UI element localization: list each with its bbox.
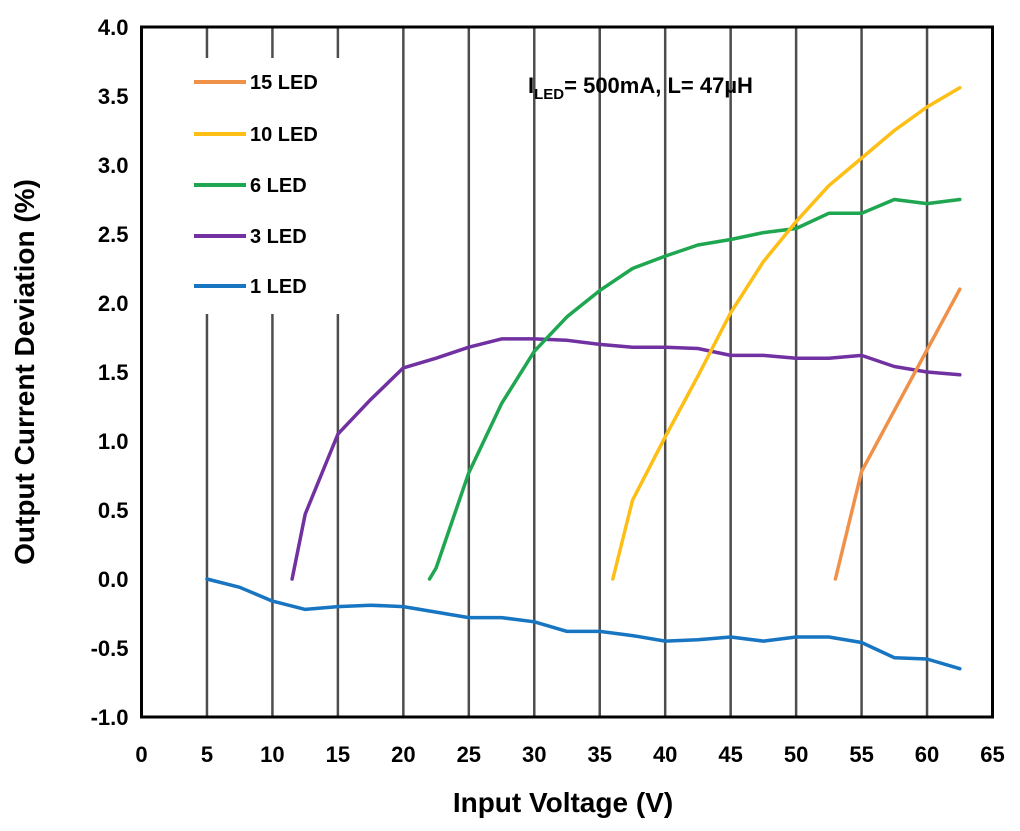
annotation-prefix: I xyxy=(528,73,534,98)
y-tick-label-0_5: 0.5 xyxy=(98,498,129,523)
y-tick-label-2: 2.0 xyxy=(98,291,129,316)
y-tick-label--0_5: -0.5 xyxy=(91,636,129,661)
series-lines xyxy=(205,85,962,671)
annotation-text: ILED= 500mA, L= 47µH xyxy=(528,73,753,103)
legend-label-3-led: 3 LED xyxy=(250,226,307,248)
series-line-6-led xyxy=(427,197,962,581)
x-tick-label-35: 35 xyxy=(587,742,611,767)
series-line-10-led xyxy=(611,85,962,581)
x-tick-labels: 0 5 10 15 20 25 30 35 40 45 50 55 60 65 xyxy=(135,742,1004,767)
series-line-15-led xyxy=(833,287,962,581)
legend: 15 LED 10 LED 6 LED 3 LED 1 LED xyxy=(194,72,318,298)
x-tick-label-50: 50 xyxy=(784,742,808,767)
series-line-3-led xyxy=(290,337,962,581)
x-tick-label-40: 40 xyxy=(653,742,677,767)
legend-label-6-led: 6 LED xyxy=(250,175,307,197)
legend-label-1-led: 1 LED xyxy=(250,276,307,298)
series-line-1-led xyxy=(205,577,962,671)
y-tick-label--1: -1.0 xyxy=(91,705,129,730)
x-tick-label-45: 45 xyxy=(718,742,742,767)
x-tick-label-20: 20 xyxy=(391,742,415,767)
x-tick-label-5: 5 xyxy=(201,742,213,767)
y-tick-labels: -1.0 -0.5 0.0 0.5 1.0 1.5 2.0 2.5 3.0 3.5 4.0 xyxy=(91,15,129,730)
legend-label-10-led: 10 LED xyxy=(250,124,318,146)
x-axis-title: Input Voltage (V) xyxy=(453,787,673,818)
annotation-subscript: LED xyxy=(534,86,564,103)
x-tick-label-10: 10 xyxy=(260,742,284,767)
plot-area-frame xyxy=(140,25,994,719)
y-tick-label-3_5: 3.5 xyxy=(98,84,129,109)
legend-label-15-led: 15 LED xyxy=(250,72,318,94)
x-tick-label-25: 25 xyxy=(457,742,481,767)
x-tick-label-15: 15 xyxy=(326,742,350,767)
annotation-suffix: = 500mA, L= 47µH xyxy=(564,73,753,98)
x-tick-label-65: 65 xyxy=(980,742,1004,767)
y-tick-label-2_5: 2.5 xyxy=(98,222,129,247)
x-tick-label-55: 55 xyxy=(849,742,873,767)
y-tick-label-0: 0.0 xyxy=(98,567,129,592)
y-axis-title: Output Current Deviation (%) xyxy=(9,179,40,565)
x-tick-label-30: 30 xyxy=(522,742,546,767)
y-tick-label-4: 4.0 xyxy=(98,15,129,40)
y-tick-label-1_5: 1.5 xyxy=(98,360,129,385)
x-tick-label-0: 0 xyxy=(135,742,147,767)
x-tick-label-60: 60 xyxy=(915,742,939,767)
y-tick-label-1: 1.0 xyxy=(98,429,129,454)
y-tick-label-3: 3.0 xyxy=(98,153,129,178)
